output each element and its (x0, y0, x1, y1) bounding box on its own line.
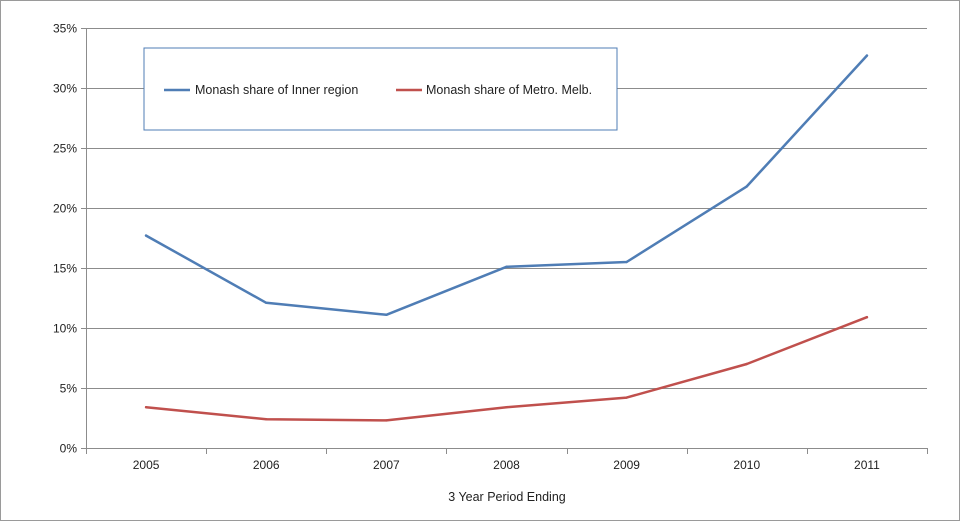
y-tick-label: 25% (53, 142, 77, 156)
x-tick-label: 2011 (854, 458, 880, 472)
legend: Monash share of Inner region Monash shar… (143, 47, 618, 131)
data-point (265, 418, 268, 421)
y-tick-label: 0% (60, 442, 78, 456)
series-line-metro-melb (144, 315, 869, 422)
data-point (865, 316, 869, 319)
x-tick-label: 2007 (373, 458, 400, 472)
data-point (385, 419, 388, 422)
x-axis-title: 3 Year Period Ending (448, 490, 566, 504)
data-point (144, 406, 148, 409)
y-axis-tick-labels: 0% 5% 10% 15% 20% 25% 30% 35% (53, 22, 77, 456)
x-axis-tick-labels: 2005 2006 2007 2008 2009 2010 2011 (133, 458, 880, 472)
y-tick-label: 5% (60, 382, 78, 396)
x-tick-label: 2006 (253, 458, 280, 472)
data-point (144, 234, 148, 237)
y-tick-label: 10% (53, 322, 77, 336)
x-tick-label: 2008 (493, 458, 520, 472)
data-point (265, 301, 268, 304)
x-tick-label: 2009 (613, 458, 640, 472)
data-point (505, 265, 508, 268)
data-point (625, 260, 628, 264)
legend-box (143, 47, 618, 131)
data-point (505, 406, 508, 409)
axes (81, 28, 928, 454)
data-point (865, 54, 869, 57)
y-tick-label: 30% (53, 82, 77, 96)
y-tick-label: 20% (53, 202, 77, 216)
x-tick-label: 2010 (733, 458, 760, 472)
series-lines (144, 54, 869, 422)
data-point (625, 396, 628, 399)
x-tick-label: 2005 (133, 458, 160, 472)
y-tick-label: 15% (53, 262, 77, 276)
legend-label-metro-melb: Monash share of Metro. Melb. (426, 83, 592, 97)
legend-label-inner-region: Monash share of Inner region (195, 83, 358, 97)
data-point (745, 185, 748, 188)
y-tick-label: 35% (53, 22, 77, 36)
data-point (385, 313, 388, 316)
data-point (745, 362, 748, 366)
